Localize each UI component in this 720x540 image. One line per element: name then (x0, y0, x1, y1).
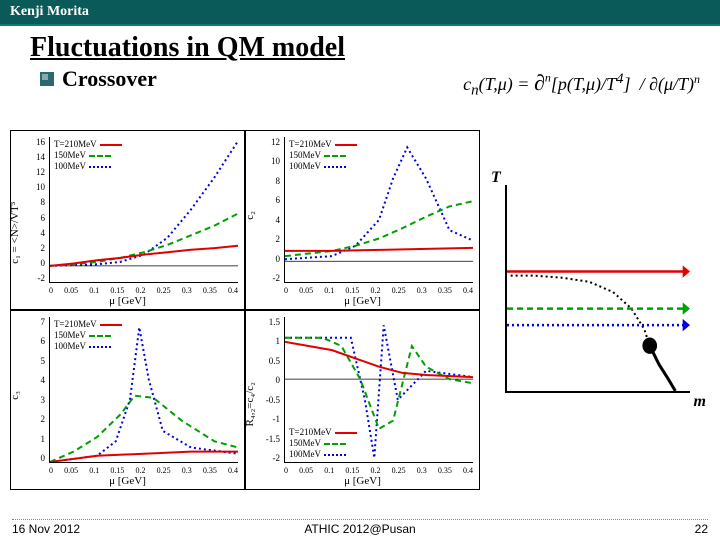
footer-date: 16 Nov 2012 (12, 522, 80, 536)
formula: cn(T,μ) = ∂n[p(T,μ)/T4] / / ∂(μ/T)n (463, 70, 700, 100)
panel-r42: 1.510.50-0.5-1-1.5-2 R₄,₂=c₄/c₂ T=210MeV… (245, 310, 480, 490)
panel-c2: 121086420-2 c₂ T=210MeV150MeV100MeV 00.0… (245, 130, 480, 310)
xlabel-r42: μ [GeV] (344, 475, 381, 487)
ylabel-r42: R₄,₂=c₄/c₂ (244, 382, 256, 426)
footer-venue: ATHIC 2012@Pusan (304, 522, 415, 536)
phase-T-label: T (491, 169, 501, 187)
chart-grid: 1614121086420-2 c₁ = <N>/VT³ T=210MeV150… (10, 130, 480, 490)
phase-m-label: m (694, 393, 706, 411)
page-title: Fluctuations in QM model (0, 26, 720, 66)
subtitle: Crossover (62, 66, 157, 92)
xlabel-c3: μ [GeV] (109, 475, 146, 487)
author-header: Kenji Morita (0, 0, 720, 26)
ylabel-c3: c₃ (9, 391, 21, 400)
bullet-icon (40, 72, 54, 86)
xlabel-c2: μ [GeV] (344, 295, 381, 307)
panel-c3: 76543210 c₃ T=210MeV150MeV100MeV 00.050.… (10, 310, 245, 490)
footer-page: 22 (695, 522, 708, 536)
xlabel-c1: μ [GeV] (109, 295, 146, 307)
footer-separator (12, 519, 708, 520)
ylabel-c2: c₂ (244, 211, 256, 220)
footer: 16 Nov 2012 ATHIC 2012@Pusan 22 (0, 522, 720, 536)
ylabel-c1: c₁ = <N>/VT³ (9, 202, 21, 264)
panel-c1: 1614121086420-2 c₁ = <N>/VT³ T=210MeV150… (10, 130, 245, 310)
phase-diagram: T m (495, 185, 690, 405)
